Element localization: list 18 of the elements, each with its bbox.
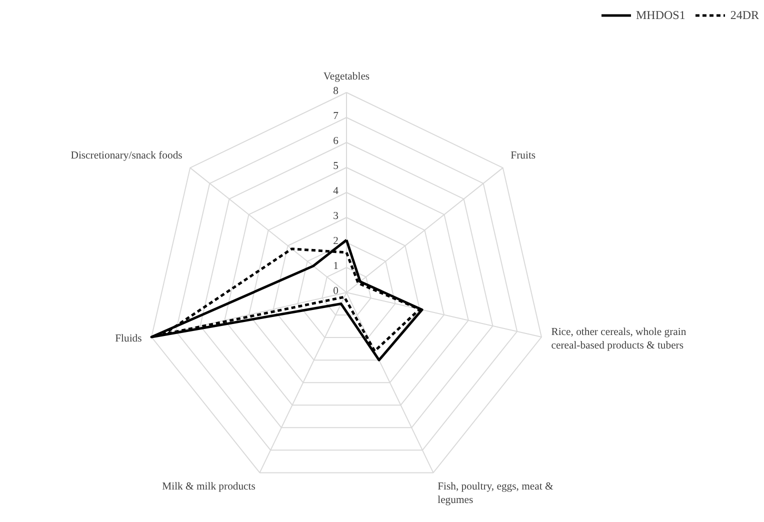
spoke-label: Fluids bbox=[115, 334, 142, 345]
spoke-label: Milk & milk products bbox=[162, 482, 256, 493]
y-tick-label: 0 bbox=[333, 286, 338, 297]
spoke-label: Fish, poultry, eggs, meat & legumes bbox=[438, 482, 554, 506]
spoke-label: Fruits bbox=[510, 150, 536, 162]
y-tick-label: 2 bbox=[333, 236, 338, 247]
legend-label: MHDOS1 bbox=[636, 8, 686, 22]
spoke-label: Rice, other cereals, whole grain cereal-based products & tubers bbox=[551, 327, 687, 352]
y-tick-label: 6 bbox=[333, 136, 340, 147]
y-tick-label: 1 bbox=[333, 261, 338, 272]
y-tick-label: 3 bbox=[333, 211, 338, 222]
y-tick-label: 7 bbox=[333, 111, 340, 122]
y-tick-label: 5 bbox=[333, 161, 338, 172]
y-tick-label: 4 bbox=[333, 186, 340, 197]
legend-label: 24DR bbox=[730, 8, 759, 22]
spoke-label: Vegetables bbox=[323, 72, 370, 82]
y-tick-label: 8 bbox=[333, 86, 338, 97]
spoke-label: Discretionary/snack foods bbox=[70, 150, 182, 162]
